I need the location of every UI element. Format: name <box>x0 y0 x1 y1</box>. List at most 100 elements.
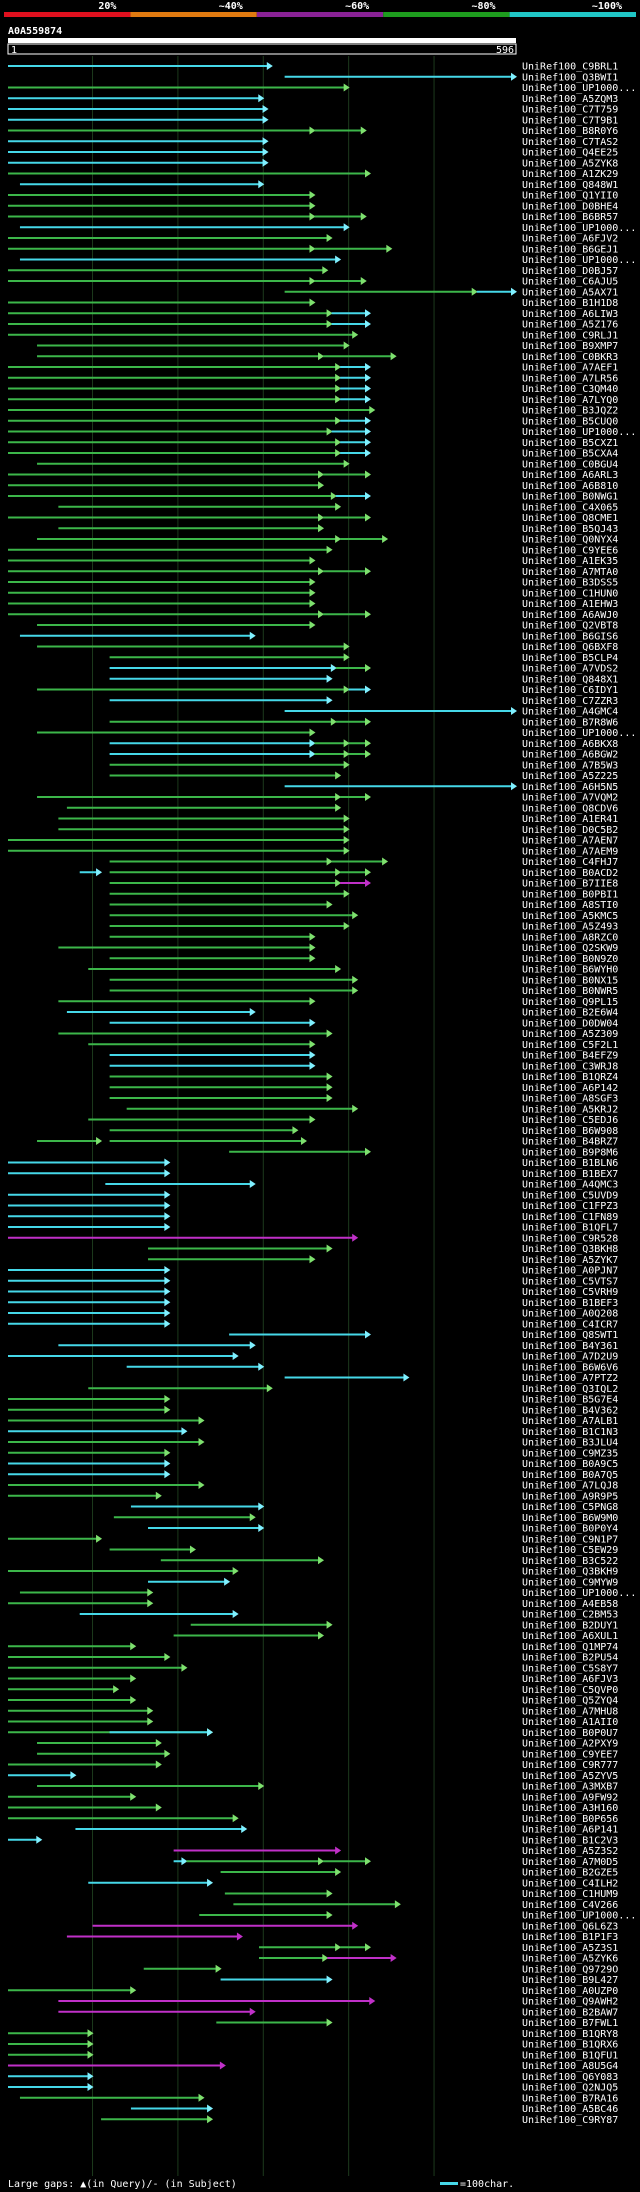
hit-row[interactable]: UniRef100_B6W908 <box>109 1126 619 1137</box>
hit-row[interactable]: UniRef100_A5ZYV5 <box>8 1771 618 1782</box>
hit-label[interactable]: UniRef100_A5ZYK7 <box>522 1255 618 1266</box>
hit-row[interactable]: UniRef100_A7AEM9 <box>8 846 618 857</box>
hit-row[interactable]: UniRef100_B6GEJ1 <box>8 244 618 255</box>
hit-label[interactable]: UniRef100_A0UZP0 <box>522 1986 618 1997</box>
hit-label[interactable]: UniRef100_B0ACD2 <box>522 868 618 879</box>
hit-label[interactable]: UniRef100_C5VRH9 <box>522 1287 618 1298</box>
hit-row[interactable]: UniRef100_A6FJV3 <box>8 1674 618 1685</box>
hit-row[interactable]: UniRef100_B0P0Y4 <box>148 1524 618 1535</box>
hit-label[interactable]: UniRef100_A5KRJ2 <box>522 1104 618 1115</box>
hit-row[interactable]: UniRef100_A2PXY9 <box>37 1739 618 1750</box>
hit-row[interactable]: UniRef100_Q848W1 <box>19 180 618 191</box>
hit-label[interactable]: UniRef100_Q6L6Z3 <box>522 1921 618 1932</box>
hit-label[interactable]: UniRef100_B2GZE5 <box>522 1868 618 1879</box>
hit-label[interactable]: UniRef100_A7LR56 <box>522 373 618 384</box>
hit-label[interactable]: UniRef100_B0P0U7 <box>522 1728 618 1739</box>
hit-label[interactable]: UniRef100_B3C522 <box>522 1556 618 1567</box>
hit-row[interactable]: UniRef100_B7RA16 <box>19 2093 618 2104</box>
hit-label[interactable]: UniRef100_A7M0D5 <box>522 1857 618 1868</box>
hit-label[interactable]: UniRef100_A8STI0 <box>522 900 618 911</box>
hit-row[interactable]: UniRef100_C9N1P7 <box>8 1534 618 1545</box>
hit-label[interactable]: UniRef100_A9R9P5 <box>522 1491 618 1502</box>
hit-row[interactable]: UniRef100_B0A7Q5 <box>8 1470 618 1481</box>
hit-label[interactable]: UniRef100_A7AEF1 <box>522 363 618 374</box>
hit-label[interactable]: UniRef100_A6P142 <box>522 1083 618 1094</box>
hit-label[interactable]: UniRef100_B8R0Y6 <box>522 126 618 137</box>
hit-row[interactable]: UniRef100_Q0NYX4 <box>37 535 618 546</box>
hit-label[interactable]: UniRef100_A4EB58 <box>522 1599 618 1610</box>
hit-label[interactable]: UniRef100_A0Q208 <box>522 1309 618 1320</box>
hit-label[interactable]: UniRef100_A7VDS2 <box>522 664 618 675</box>
hit-label[interactable]: UniRef100_A2PXY9 <box>522 1739 618 1750</box>
hit-label[interactable]: UniRef100_A5AX71 <box>522 287 618 298</box>
hit-row[interactable]: UniRef100_A5Z309 <box>58 1029 618 1040</box>
hit-row[interactable]: UniRef100_A5KMC5 <box>109 911 619 922</box>
hit-label[interactable]: UniRef100_C5PNG8 <box>522 1502 618 1513</box>
hit-row[interactable]: UniRef100_C5VTS7 <box>8 1276 618 1287</box>
hit-label[interactable]: UniRef100_B0NX15 <box>522 975 618 986</box>
hit-label[interactable]: UniRef100_D0BJ57 <box>522 266 618 277</box>
hit-row[interactable]: UniRef100_A6LIW3 <box>8 309 618 320</box>
hit-label[interactable]: UniRef100_A5Z309 <box>522 1029 618 1040</box>
hit-row[interactable]: UniRef100_B4V362 <box>8 1405 618 1416</box>
hit-row[interactable]: UniRef100_C9R528 <box>8 1233 618 1244</box>
hit-label[interactable]: UniRef100_C9RLJ1 <box>522 330 618 341</box>
hit-row[interactable]: UniRef100_C1HUM9 <box>224 1889 618 1900</box>
hit-label[interactable]: UniRef100_C9BRL1 <box>522 62 618 73</box>
hit-label[interactable]: UniRef100_C1HUM9 <box>522 1889 618 1900</box>
hit-row[interactable]: UniRef100_Q3BKH9 <box>8 1567 618 1578</box>
hit-label[interactable]: UniRef100_A6H5N5 <box>522 782 618 793</box>
hit-row[interactable]: UniRef100_B3DSS5 <box>8 578 618 589</box>
hit-row[interactable]: UniRef100_A5KRJ2 <box>126 1104 619 1115</box>
hit-row[interactable]: UniRef100_Q9729O <box>143 1964 619 1975</box>
hit-label[interactable]: UniRef100_C9MYW9 <box>522 1577 618 1588</box>
hit-row[interactable]: UniRef100_A7MTA0 <box>8 567 618 578</box>
hit-row[interactable]: UniRef100_C9MZ35 <box>8 1448 618 1459</box>
hit-row[interactable]: UniRef100_A1EK35 <box>8 556 618 567</box>
hit-label[interactable]: UniRef100_A5Z493 <box>522 922 618 933</box>
hit-row[interactable]: UniRef100_B2E6W4 <box>66 1008 618 1019</box>
hit-row[interactable]: UniRef100_A7PTZ2 <box>284 1373 619 1384</box>
hit-row[interactable]: UniRef100_C5QVP0 <box>8 1685 618 1696</box>
hit-label[interactable]: UniRef100_B6W6V6 <box>522 1362 618 1373</box>
hit-row[interactable]: UniRef100_B0P0U7 <box>8 1728 618 1739</box>
hit-row[interactable]: UniRef100_C3WRJ8 <box>109 1061 619 1072</box>
hit-label[interactable]: UniRef100_UP1000... <box>522 427 636 438</box>
hit-label[interactable]: UniRef100_Q3BWI1 <box>522 72 618 83</box>
hit-row[interactable]: UniRef100_B6WYH0 <box>88 965 618 976</box>
hit-row[interactable]: UniRef100_B3JQZ2 <box>8 406 618 417</box>
hit-row[interactable]: UniRef100_A5Z176 <box>8 320 618 331</box>
hit-row[interactable]: UniRef100_C6IDY1 <box>37 685 618 696</box>
hit-label[interactable]: UniRef100_C5EW29 <box>522 1545 618 1556</box>
hit-label[interactable]: UniRef100_D0BHE4 <box>522 201 618 212</box>
hit-label[interactable]: UniRef100_B0PBI1 <box>522 889 618 900</box>
hit-label[interactable]: UniRef100_B6BR57 <box>522 212 618 223</box>
hit-row[interactable]: UniRef100_C5F2L1 <box>88 1040 618 1051</box>
hit-row[interactable]: UniRef100_Q9PL15 <box>58 997 618 1008</box>
hit-row[interactable]: UniRef100_B1P1F3 <box>66 1932 618 1943</box>
hit-row[interactable]: UniRef100_B0N9Z0 <box>109 954 619 965</box>
hit-label[interactable]: UniRef100_B1QFL7 <box>522 1223 618 1234</box>
hit-row[interactable]: UniRef100_C4FHJ7 <box>109 857 619 868</box>
hit-label[interactable]: UniRef100_A9FW92 <box>522 1792 618 1803</box>
hit-label[interactable]: UniRef100_Q9PL15 <box>522 997 618 1008</box>
hit-label[interactable]: UniRef100_B1P1F3 <box>522 1932 618 1943</box>
hit-row[interactable]: UniRef100_UP1000... <box>19 1588 636 1599</box>
hit-label[interactable]: UniRef100_B3JLU4 <box>522 1438 618 1449</box>
hit-label[interactable]: UniRef100_B6GIS6 <box>522 631 618 642</box>
hit-row[interactable]: UniRef100_A5Z493 <box>109 922 619 933</box>
hit-row[interactable]: UniRef100_Q6BXF8 <box>37 642 618 653</box>
hit-row[interactable]: UniRef100_A7D2U9 <box>8 1352 618 1363</box>
hit-label[interactable]: UniRef100_B5CXZ1 <box>522 438 618 449</box>
hit-row[interactable]: UniRef100_Q9AWH2 <box>58 1997 618 2008</box>
hit-label[interactable]: UniRef100_B1BEF3 <box>522 1298 618 1309</box>
hit-label[interactable]: UniRef100_UP1000... <box>522 83 636 94</box>
hit-label[interactable]: UniRef100_C7ZZR3 <box>522 696 618 707</box>
hit-row[interactable]: UniRef100_B8R0Y6 <box>8 126 618 137</box>
hit-row[interactable]: UniRef100_C5UVD9 <box>8 1190 618 1201</box>
hit-row[interactable]: UniRef100_B6W9M0 <box>113 1513 618 1524</box>
hit-row[interactable]: UniRef100_A5Z225 <box>109 771 619 782</box>
hit-row[interactable]: UniRef100_Q3BKH8 <box>148 1244 618 1255</box>
hit-label[interactable]: UniRef100_C1FPZ3 <box>522 1201 618 1212</box>
hit-label[interactable]: UniRef100_A6LIW3 <box>522 309 618 320</box>
